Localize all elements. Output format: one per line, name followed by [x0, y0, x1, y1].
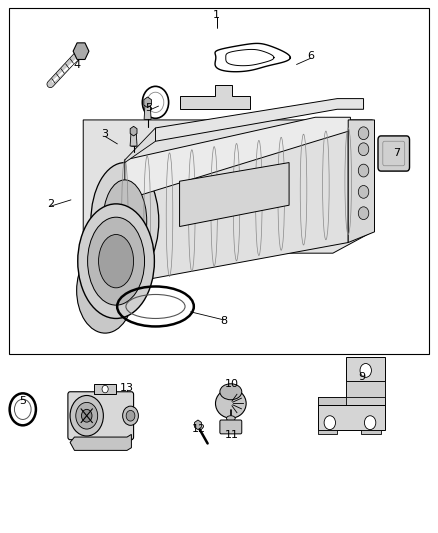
- Ellipse shape: [103, 180, 147, 263]
- Polygon shape: [155, 99, 364, 141]
- FancyBboxPatch shape: [68, 392, 134, 440]
- Polygon shape: [318, 397, 346, 405]
- Text: 5: 5: [145, 103, 152, 113]
- Polygon shape: [94, 384, 116, 394]
- Circle shape: [70, 395, 103, 436]
- Circle shape: [358, 185, 369, 198]
- Text: 10: 10: [225, 379, 239, 389]
- Circle shape: [364, 416, 376, 430]
- Polygon shape: [318, 381, 385, 405]
- Circle shape: [102, 385, 108, 393]
- FancyBboxPatch shape: [378, 136, 410, 171]
- Polygon shape: [83, 120, 372, 253]
- Circle shape: [358, 127, 369, 140]
- Polygon shape: [125, 117, 350, 200]
- Ellipse shape: [78, 204, 154, 319]
- Polygon shape: [318, 405, 385, 430]
- Ellipse shape: [226, 416, 235, 421]
- Circle shape: [358, 164, 369, 177]
- Text: 1: 1: [213, 10, 220, 20]
- Polygon shape: [318, 430, 337, 434]
- Text: 13: 13: [120, 383, 134, 393]
- Polygon shape: [130, 133, 137, 146]
- Circle shape: [81, 409, 92, 422]
- Polygon shape: [180, 163, 289, 227]
- Ellipse shape: [88, 217, 145, 305]
- Circle shape: [360, 364, 371, 377]
- Circle shape: [358, 143, 369, 156]
- Polygon shape: [125, 128, 155, 163]
- Circle shape: [123, 406, 138, 425]
- Text: 8: 8: [220, 317, 227, 326]
- Circle shape: [358, 207, 369, 220]
- Polygon shape: [70, 434, 131, 450]
- Ellipse shape: [99, 235, 134, 288]
- Circle shape: [324, 416, 336, 430]
- Text: 2: 2: [47, 199, 54, 209]
- Bar: [9, 8, 429, 354]
- Circle shape: [126, 410, 135, 421]
- Text: 11: 11: [225, 431, 239, 440]
- Polygon shape: [348, 120, 374, 243]
- Text: 4: 4: [73, 60, 80, 70]
- Ellipse shape: [77, 248, 134, 333]
- Polygon shape: [346, 357, 385, 381]
- Circle shape: [76, 402, 98, 429]
- Text: 12: 12: [192, 424, 206, 433]
- Polygon shape: [346, 381, 385, 397]
- Ellipse shape: [220, 384, 242, 400]
- Text: 6: 6: [307, 51, 314, 61]
- Ellipse shape: [91, 163, 159, 280]
- Text: 7: 7: [393, 148, 400, 158]
- Polygon shape: [144, 104, 151, 119]
- Polygon shape: [125, 120, 348, 284]
- FancyBboxPatch shape: [220, 420, 242, 434]
- Polygon shape: [361, 430, 381, 434]
- Text: 3: 3: [102, 130, 109, 139]
- Polygon shape: [180, 85, 250, 109]
- Text: 9: 9: [358, 373, 365, 382]
- Ellipse shape: [215, 389, 246, 418]
- Text: 5: 5: [19, 396, 26, 406]
